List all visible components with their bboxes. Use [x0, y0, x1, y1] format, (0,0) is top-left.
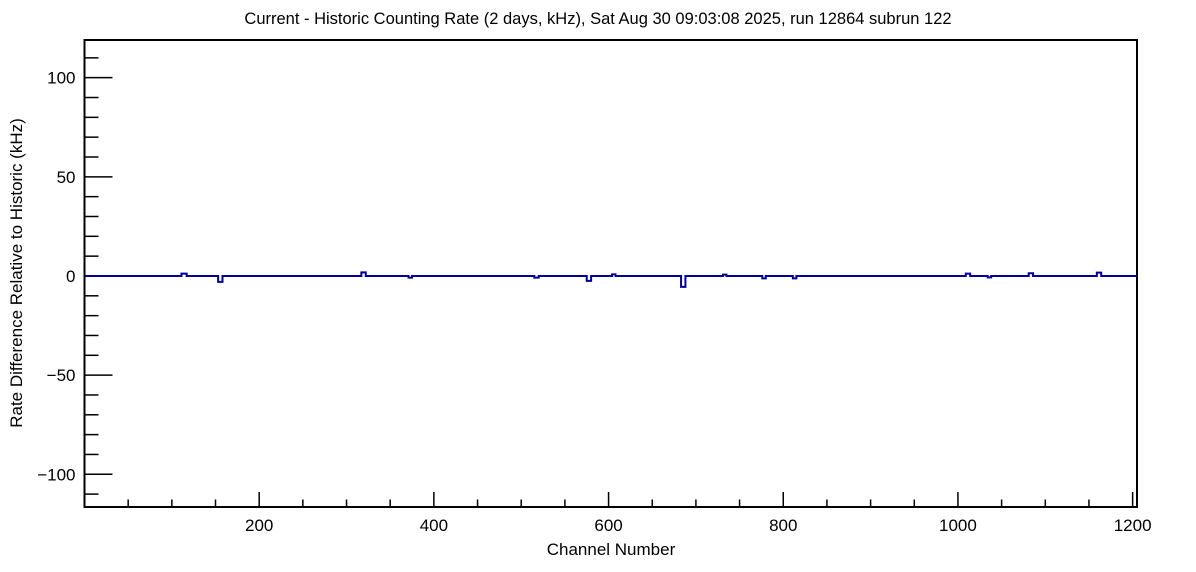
plot-frame: [83, 39, 1138, 508]
y-tick-label: 0: [66, 267, 75, 286]
x-tick-label: 800: [769, 516, 797, 535]
x-tick-label: 400: [420, 516, 448, 535]
x-tick-label: 1200: [1114, 516, 1152, 535]
y-tick-label: 50: [57, 168, 76, 187]
chart-title: Current - Historic Counting Rate (2 days…: [244, 10, 951, 28]
x-tick-label: 600: [594, 516, 622, 535]
histogram-line: [84, 271, 1137, 288]
y-tick-label: 100: [47, 69, 75, 88]
y-axis-tick-labels: 100 50 0 −50 −100: [37, 69, 75, 485]
y-axis-minor-ticks: [84, 57, 99, 495]
x-axis-title: Channel Number: [547, 540, 676, 559]
y-tick-label: −50: [47, 366, 76, 385]
x-axis-minor-ticks: [127, 499, 1090, 507]
y-axis-title: Rate Difference Relative to Historic (kH…: [7, 118, 26, 428]
x-axis-major-ticks: [258, 492, 1134, 507]
y-tick-label: −100: [37, 465, 75, 484]
x-tick-label: 1000: [939, 516, 977, 535]
x-tick-label: 200: [245, 516, 273, 535]
x-axis-tick-labels: 200 400 600 800 1000 1200: [245, 516, 1152, 535]
